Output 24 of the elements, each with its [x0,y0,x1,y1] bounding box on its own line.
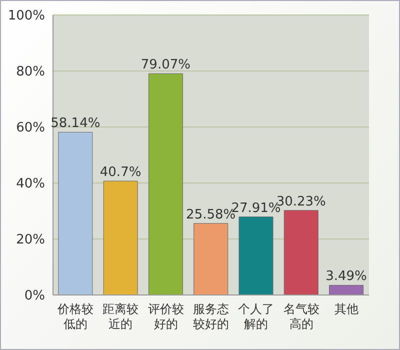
y-tick-label: 0% [24,288,45,304]
bar [238,216,274,295]
bar [58,132,93,295]
y-tick-label: 20% [16,232,45,248]
x-tick-label: 服务态较好的 [193,302,229,331]
x-tick-label: 其他 [334,302,358,316]
x-tick-label: 距离较近的 [102,302,139,331]
y-tick-label: 60% [16,120,45,136]
x-tick-label: 个人了解的 [238,302,274,331]
bar [148,73,183,295]
y-tick-label: 40% [16,176,45,192]
data-label: 79.07% [140,58,190,73]
data-label: 58.14% [50,116,100,132]
bar [194,223,228,295]
y-tick-label: 100% [8,8,45,24]
y-tick-label: 80% [16,64,45,80]
bar [103,180,138,295]
data-label: 40.7% [100,165,142,180]
x-tick-label: 价格较低的 [56,302,94,331]
x-tick-label: 名气较高的 [283,302,320,331]
bar [329,284,364,295]
data-label: 3.49% [326,269,367,284]
bar [284,210,318,295]
x-tick-label: 评价较好的 [148,302,184,331]
